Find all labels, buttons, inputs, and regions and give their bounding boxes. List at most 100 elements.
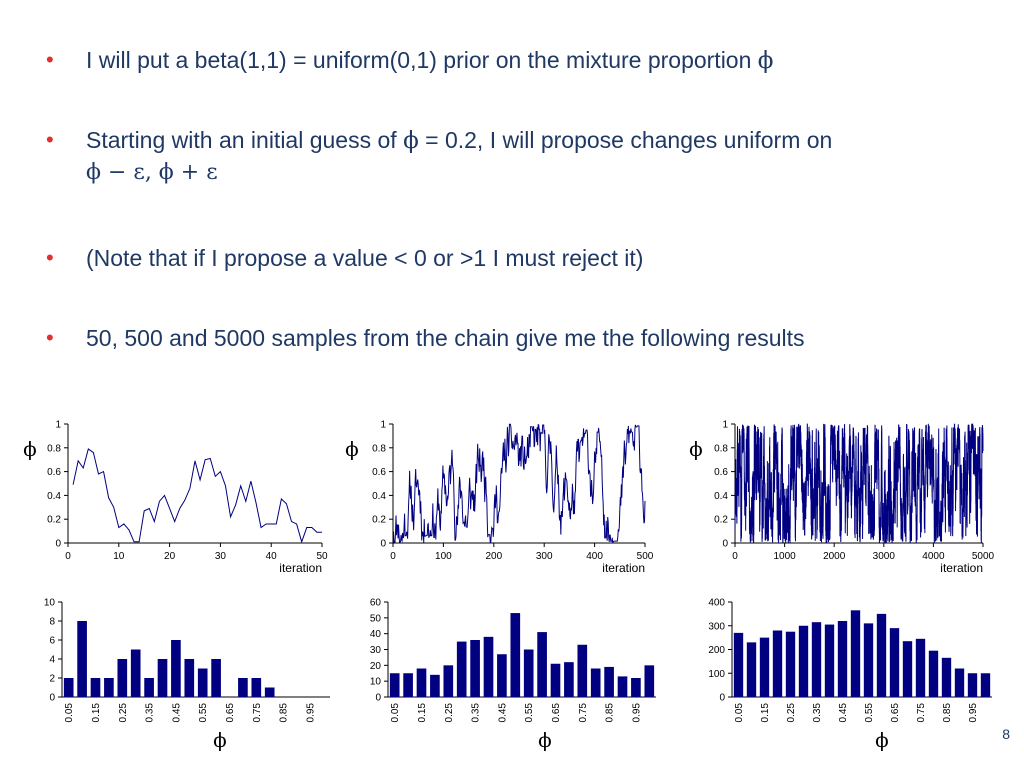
x-tick-label: 0.95 (631, 703, 642, 723)
phi-symbol: ϕ (403, 128, 419, 154)
x-tick-label: 0.55 (864, 703, 875, 723)
bullet-dot: • (46, 325, 54, 350)
y-tick-label: 0.8 (372, 443, 386, 454)
x-tick-label: 400 (586, 551, 603, 562)
histogram-bar (915, 638, 926, 697)
y-tick-label: 0.4 (372, 491, 386, 502)
series-line (734, 423, 984, 544)
y-tick-label: 0.2 (47, 515, 61, 526)
y-tick-label: 100 (708, 669, 725, 680)
page-number: 8 (1002, 726, 1010, 742)
x-tick-label: 0.35 (812, 703, 823, 723)
y-tick-label: 0.8 (714, 443, 728, 454)
y-tick-label: 1 (722, 420, 728, 431)
histogram-bar (759, 637, 770, 697)
x-tick-label: 0.05 (390, 703, 401, 723)
x-tick-label: 10 (113, 551, 125, 562)
bullet-item: • (Note that if I propose a value < 0 or… (46, 242, 643, 274)
histogram-bar (863, 623, 874, 697)
y-tick-label: 0 (49, 693, 55, 704)
y-tick-label: 0.6 (47, 467, 61, 478)
x-tick-label: 0.65 (890, 703, 901, 723)
x-axis-label: iteration (940, 561, 983, 575)
x-tick-label: 50 (316, 551, 328, 562)
x-tick-label: 0.15 (417, 703, 428, 723)
y-tick-label: 0.8 (47, 443, 61, 454)
y-tick-label: 0.4 (714, 491, 728, 502)
bullet-text: (Note that if I propose a value < 0 or >… (86, 245, 644, 271)
histogram-bar (184, 659, 195, 697)
y-tick-label: 0.6 (372, 467, 386, 478)
histogram-bar (117, 659, 128, 697)
bullet-text: Starting with an initial guess of (86, 127, 397, 153)
y-tick-label: 40 (370, 629, 382, 640)
x-tick-label: 100 (435, 551, 452, 562)
bullet-item: • I will put a beta(1,1) = uniform(0,1) … (46, 44, 773, 77)
x-tick-label: 0.45 (171, 703, 182, 723)
histogram-bar (130, 649, 141, 697)
y-tick-label: 1 (380, 420, 386, 431)
histogram-bar (564, 662, 574, 697)
histogram-bar (264, 687, 275, 697)
histogram-bar (577, 644, 588, 697)
y-tick-label: 0.2 (714, 515, 728, 526)
y-tick-label: 30 (370, 645, 382, 656)
series-line (72, 448, 322, 544)
histogram-bar (430, 674, 440, 697)
x-tick-label: 0.85 (605, 703, 616, 723)
x-tick-label: 0.55 (524, 703, 535, 723)
x-tick-label: 0.75 (916, 703, 927, 723)
histogram-bar (483, 636, 494, 697)
histogram-bar (238, 678, 248, 697)
x-tick-label: 0.75 (252, 703, 263, 723)
x-tick-label: 0 (390, 551, 396, 562)
bullet-dot: • (46, 245, 54, 270)
x-tick-label: 5000 (972, 551, 995, 562)
histogram-bar (733, 632, 744, 697)
x-tick-label: 0.95 (305, 703, 316, 723)
histogram-bar (77, 621, 87, 697)
x-tick-label: 3000 (873, 551, 896, 562)
x-tick-label: 20 (164, 551, 176, 562)
proposal-interval: ϕ − ε, ϕ + ε (86, 160, 218, 185)
histogram-chart-50: 0 2 4 6 8 10 0.05 0.15 0.25 0.35 0.45 0.55 0.65 0.75 0… (44, 598, 330, 752)
x-tick-label: 200 (485, 551, 502, 562)
histogram-bar (902, 641, 913, 697)
y-axis-label: ϕ (689, 437, 703, 461)
bullet-dot: • (46, 127, 54, 152)
y-tick-label: 10 (44, 598, 56, 609)
histogram-bar (590, 668, 601, 697)
histogram-bar (746, 642, 757, 697)
histogram-bar (251, 678, 262, 697)
histogram-bar (104, 678, 114, 697)
y-tick-label: 4 (49, 655, 55, 666)
histogram-bar (443, 665, 454, 697)
histogram-bar (928, 650, 939, 697)
histogram-bar (90, 678, 101, 697)
y-tick-label: 0 (719, 693, 725, 704)
histogram-chart-5000: 0 100 200 300 400 0.05 0.15 0.25 0.35 0.45 0.55 0.6… (708, 598, 992, 752)
series-line (393, 423, 646, 544)
x-tick-label: 300 (536, 551, 553, 562)
x-tick-label: 0 (732, 551, 738, 562)
histogram-bar (416, 668, 427, 697)
x-tick-label: 0.35 (471, 703, 482, 723)
phi-symbol: ϕ (757, 48, 774, 74)
histogram-bar (510, 613, 521, 697)
y-axis-label: ϕ (23, 437, 37, 461)
x-axis-label: ϕ (538, 728, 552, 752)
histogram-bar (171, 640, 181, 697)
x-axis-label: ϕ (213, 728, 227, 752)
x-tick-label: 0.35 (145, 703, 156, 723)
y-tick-label: 8 (49, 617, 55, 628)
histogram-bar (876, 613, 887, 697)
histogram-bar (456, 641, 467, 697)
histogram-bar (889, 628, 900, 697)
histogram-bar (523, 649, 534, 697)
x-tick-label: 0.25 (444, 703, 455, 723)
x-axis-label: ϕ (875, 728, 889, 752)
histogram-bar (941, 657, 952, 697)
histogram-bar (470, 640, 480, 697)
histogram-bar (644, 665, 655, 697)
